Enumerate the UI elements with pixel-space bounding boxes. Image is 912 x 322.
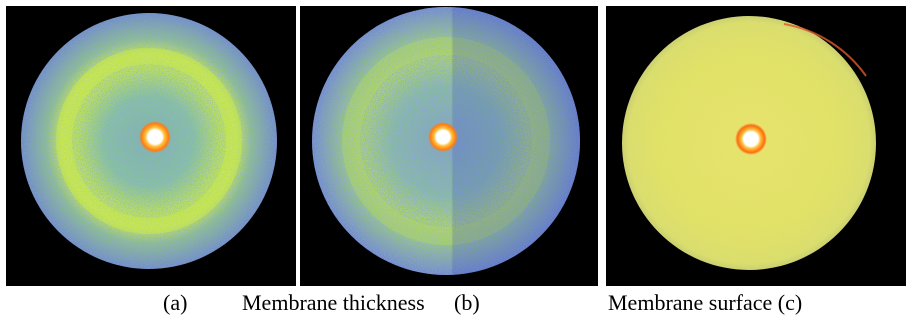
beam-center	[139, 121, 171, 153]
diffraction-ring	[56, 48, 242, 234]
edge-streak	[783, 23, 867, 77]
scattering-pattern-icon	[622, 16, 876, 270]
scattering-pattern-icon	[21, 13, 277, 269]
caption-membrane-thickness: Membrane thickness	[242, 290, 425, 315]
figure-caption: (a) Membrane thickness (b) Membrane surf…	[0, 289, 912, 319]
scattering-image-a	[6, 6, 296, 286]
caption-label-b: (b)	[454, 290, 480, 315]
beam-center	[735, 123, 767, 155]
caption-membrane-surface: Membrane surface (c)	[608, 290, 803, 315]
scattering-image-b	[300, 6, 598, 286]
scattering-pattern-icon	[312, 7, 580, 275]
scattering-image-c	[606, 6, 906, 286]
beam-center	[428, 122, 458, 152]
caption-label-a: (a)	[163, 290, 188, 315]
